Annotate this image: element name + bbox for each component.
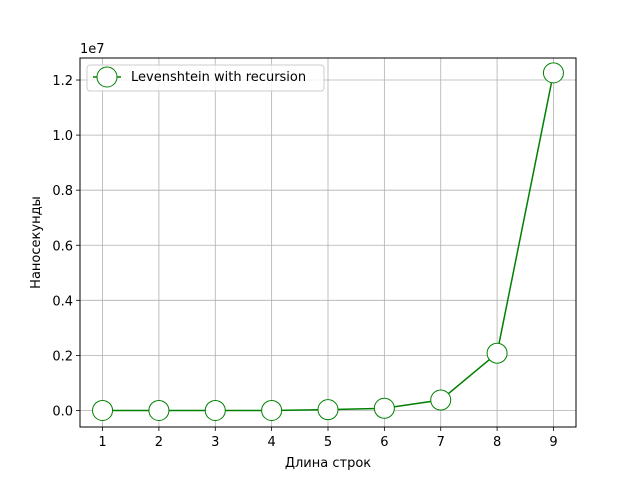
plot-frame [79, 57, 577, 428]
y-ticks: 0.0 0.2 0.4 0.6 0.8 1.0 1.2 [52, 74, 80, 419]
y-tick-label: 0.0 [52, 404, 73, 419]
y-tick-label: 0.6 [52, 239, 73, 254]
legend-label: Levenshtein with recursion [131, 70, 306, 85]
data-point [148, 399, 170, 421]
x-tick-label: 2 [155, 435, 163, 450]
series-layer [92, 62, 564, 421]
y-tick-label: 0.4 [52, 294, 73, 309]
data-point [204, 399, 226, 421]
x-tick-label: 4 [267, 435, 275, 450]
y-tick-label: 0.8 [52, 184, 73, 199]
offset-label: 1e7 [80, 42, 105, 57]
x-tick-label: 3 [211, 435, 219, 450]
data-point [261, 399, 283, 421]
data-point [373, 397, 395, 419]
y-tick-label: 0.2 [52, 349, 73, 364]
y-tick-label: 1.2 [52, 74, 73, 89]
y-tick-label: 1.0 [52, 129, 73, 144]
x-tick-label: 9 [549, 435, 557, 450]
x-tick-label: 8 [493, 435, 501, 450]
data-point [430, 389, 452, 411]
y-axis-label: Наносекунды [29, 196, 44, 289]
data-point [317, 399, 339, 421]
x-tick-label: 1 [98, 435, 106, 450]
legend-marker [96, 66, 118, 88]
data-point [486, 342, 508, 364]
data-point [92, 399, 114, 421]
x-ticks: 1 2 3 4 5 6 7 8 9 [98, 427, 558, 450]
x-axis-label: Длина строк [285, 456, 371, 471]
x-tick-label: 5 [324, 435, 332, 450]
x-tick-label: 7 [437, 435, 445, 450]
legend-box [86, 64, 325, 92]
data-point [542, 62, 564, 84]
x-tick-label: 6 [380, 435, 388, 450]
legend: Levenshtein with recursion [86, 64, 325, 92]
